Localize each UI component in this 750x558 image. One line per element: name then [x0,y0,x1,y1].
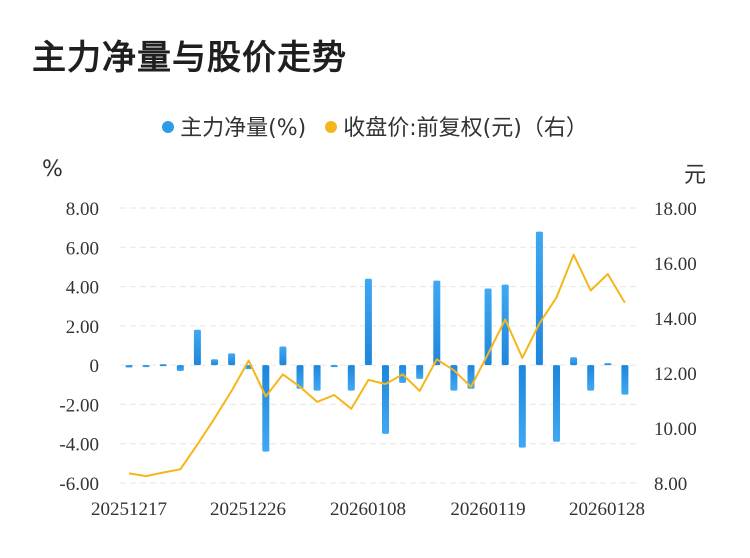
left-axis-tick-label: 6.00 [66,238,99,259]
right-axis-tick-label: 8.00 [654,474,687,495]
left-axis-unit: % [42,157,63,182]
right-axis-unit: 元 [684,163,707,188]
left-axis-tick-label: 2.00 [66,317,99,338]
left-axis-tick-label: -4.00 [59,435,99,456]
bar-main-net [262,365,270,452]
bar-main-net [330,365,338,368]
right-axis-tick-label: 12.00 [654,364,697,385]
bar-main-net [125,365,133,368]
bar-main-net [587,365,595,391]
left-axis-tick-label: 8.00 [66,199,99,220]
x-axis-tick-label: 20251226 [210,499,286,520]
bar-main-net [176,365,184,372]
legend-dot-blue [162,121,175,133]
legend-label-main-net: 主力净量(%) [180,116,307,141]
bar-main-net [313,365,321,391]
left-axis-tick-label: 0 [90,356,100,377]
bar-main-net [364,278,372,366]
bar-main-net [621,365,629,395]
bar-main-net [347,365,355,391]
bar-main-net [296,365,304,389]
x-axis-tick-label: 20251217 [91,499,167,520]
bar-main-net [604,363,612,366]
bar-main-net [570,357,578,366]
bar-main-net [518,365,526,448]
bar-main-net [211,359,218,366]
legend-item-close-price[interactable]: 收盘价:前复权(元)（右） [325,110,588,142]
left-axis-tick-label: -2.00 [59,395,99,416]
bar-main-net [416,365,424,379]
bar-main-net [279,346,287,366]
left-axis-tick-label: 4.00 [66,278,99,299]
right-axis-tick-label: 14.00 [654,309,697,330]
left-axis-tick-label: -6.00 [59,474,99,495]
chart-legend: 主力净量(%) 收盘价:前复权(元)（右） [0,110,750,142]
legend-label-close-price: 收盘价:前复权(元)（右） [343,116,588,141]
bar-main-net [193,329,201,366]
bar-main-net [535,231,543,366]
chart-title: 主力净量与股价走势 [32,38,347,78]
bar-main-net [159,364,167,367]
bar-main-net [501,284,509,366]
bar-main-net [142,365,150,368]
legend-dot-yellow [325,121,338,133]
x-axis-tick-label: 20260108 [330,499,406,520]
x-axis-tick-label: 20260119 [450,499,525,520]
right-axis-tick-label: 16.00 [654,254,697,275]
bar-main-net [553,365,560,442]
bar-main-net [228,353,236,366]
right-axis-tick-label: 18.00 [654,199,697,220]
legend-item-main-net[interactable]: 主力净量(%) [162,110,306,142]
bar-main-net [382,365,389,434]
bar-main-net [484,288,492,366]
x-axis-tick-label: 20260128 [569,499,645,520]
right-axis-tick-label: 10.00 [654,419,697,440]
line-close-price [128,253,626,478]
bar-main-net [433,280,441,366]
